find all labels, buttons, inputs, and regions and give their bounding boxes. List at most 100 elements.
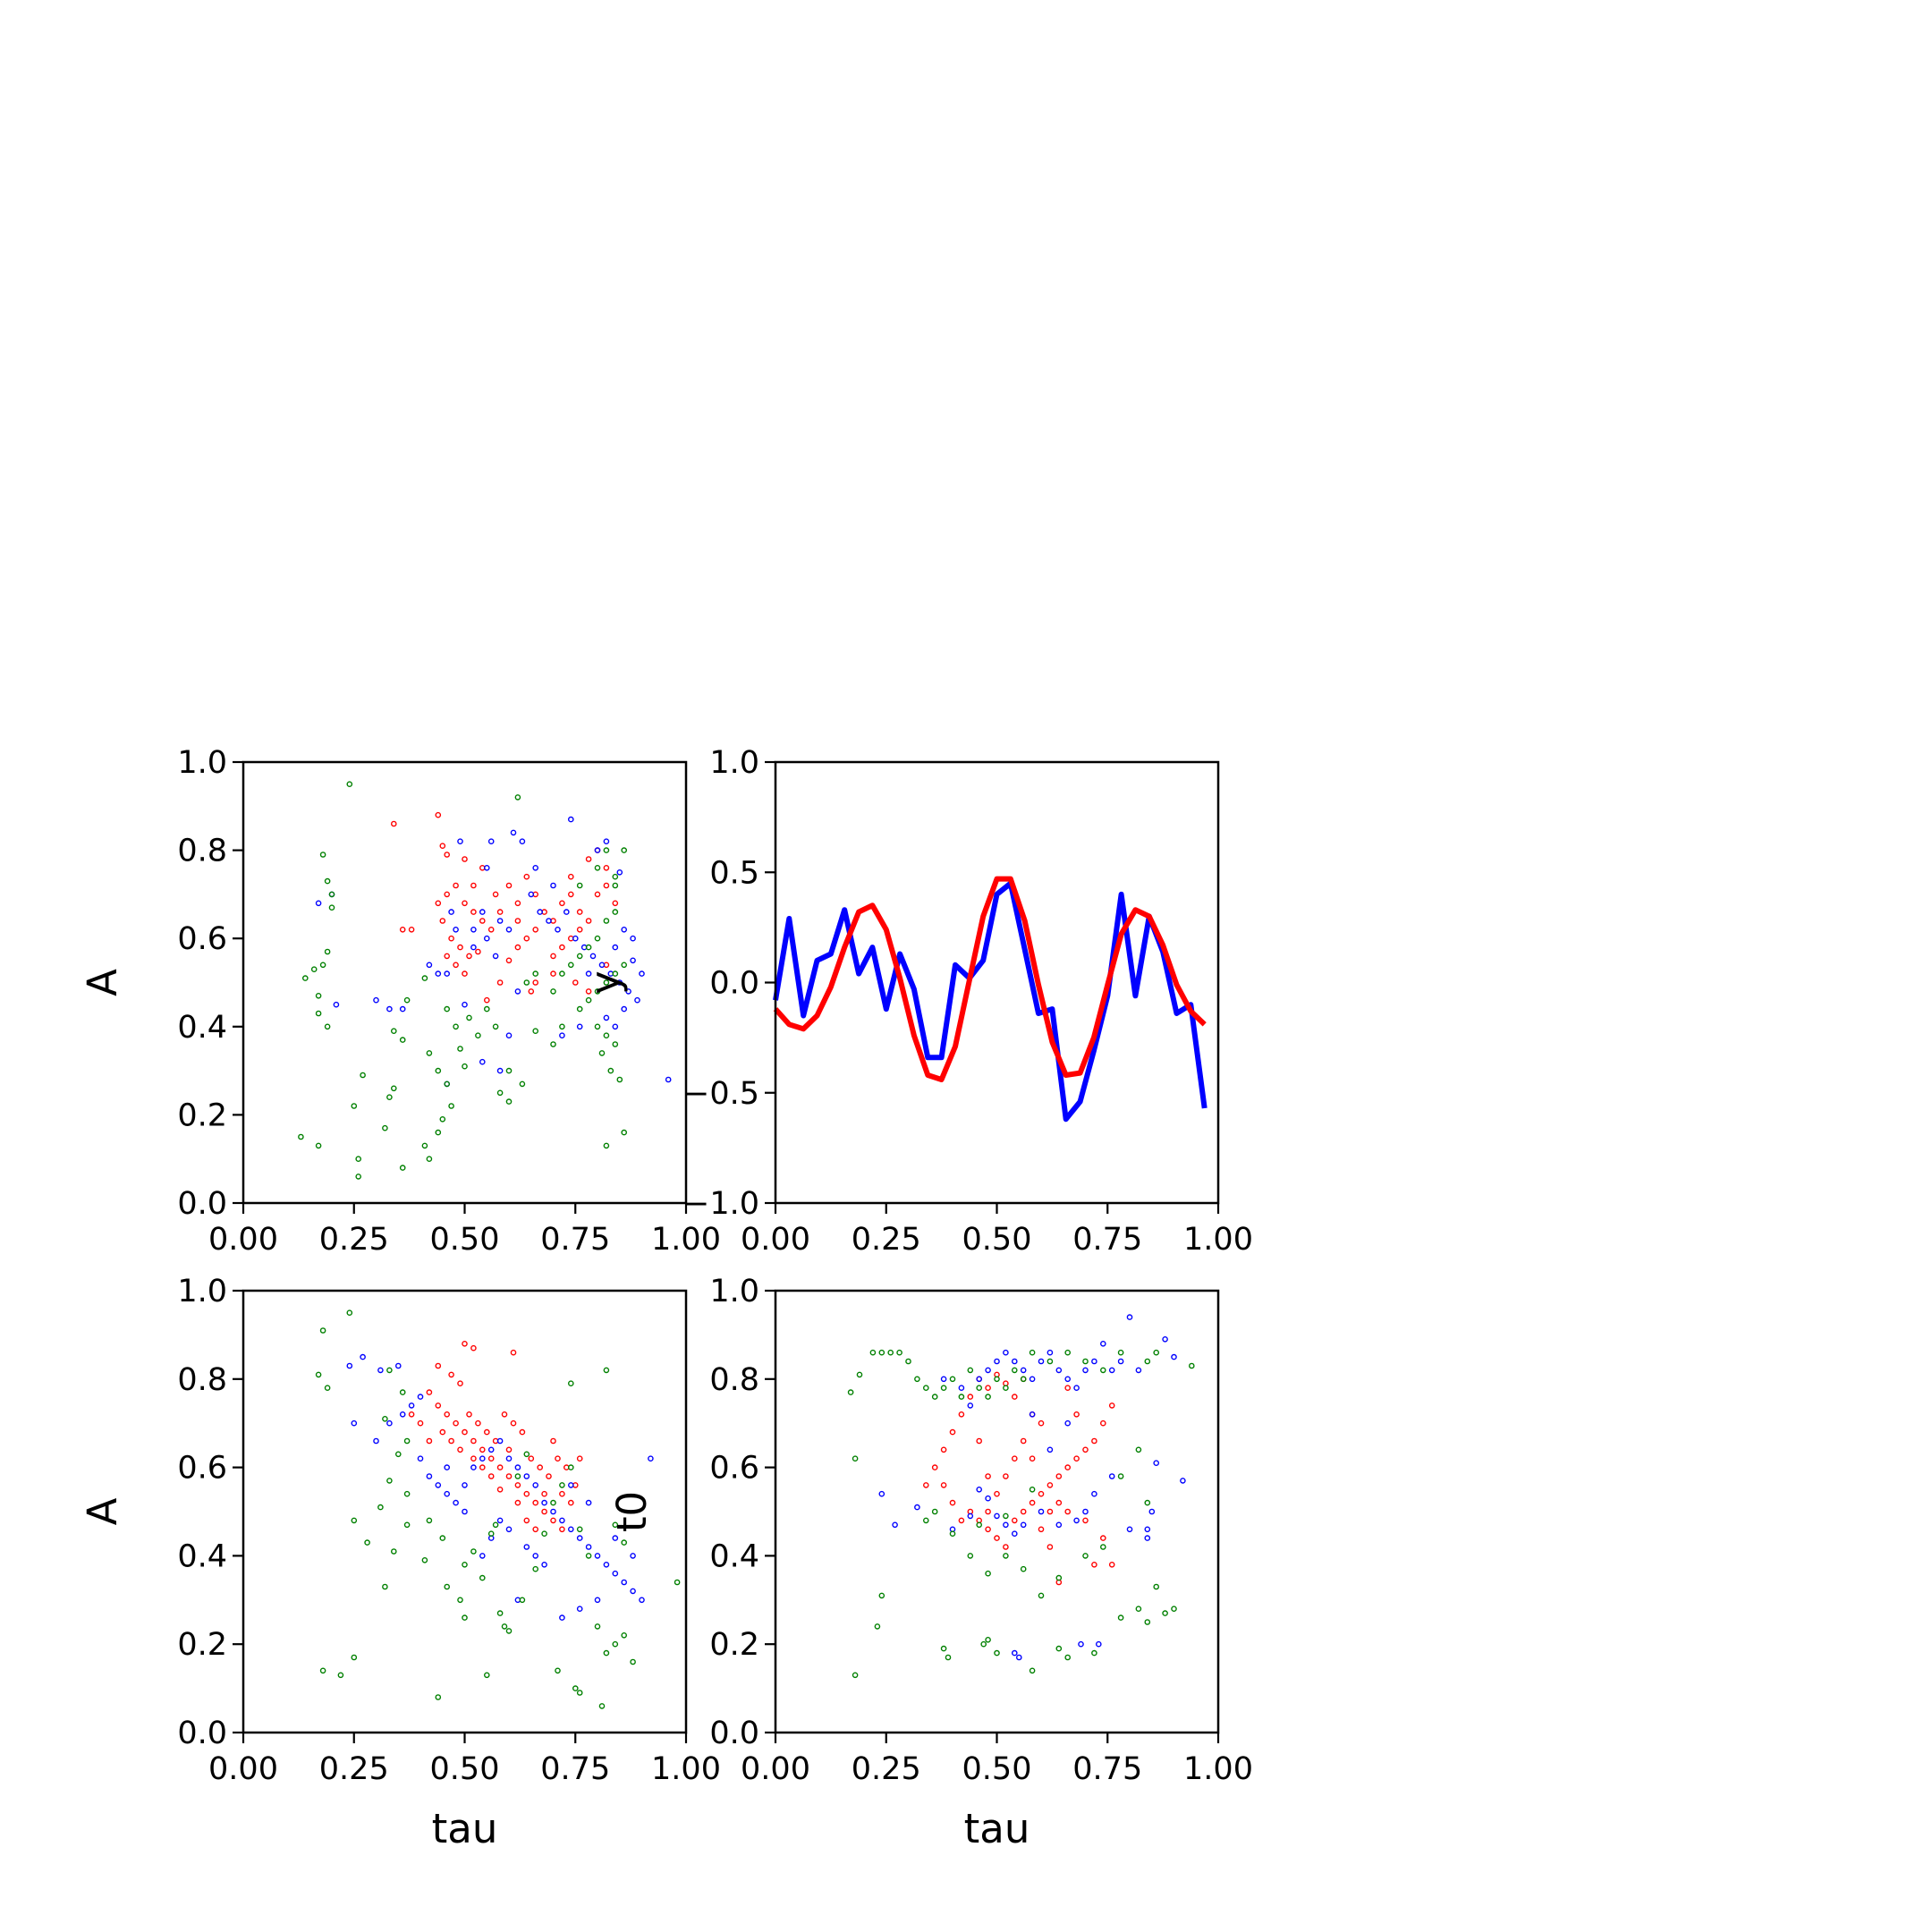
scatter-point	[479, 909, 486, 915]
scatter-point	[585, 856, 592, 862]
scatter-point	[621, 1005, 628, 1013]
scatter-point	[514, 900, 521, 907]
x-tick-label: 0.75	[540, 1751, 610, 1787]
scatter-point	[878, 1592, 886, 1599]
scatter-point	[1055, 1645, 1063, 1652]
scatter-point	[550, 1437, 556, 1445]
scatter-point	[1064, 1376, 1071, 1383]
scatter-point	[985, 1495, 991, 1502]
scatter-point	[1100, 1367, 1106, 1374]
scatter-point	[1016, 1654, 1022, 1661]
scatter-point	[470, 1548, 477, 1555]
scatter-point	[958, 1517, 965, 1524]
scatter-point	[1064, 1349, 1071, 1356]
scatter-point	[1029, 1376, 1036, 1383]
scatter-point	[585, 1544, 592, 1550]
scatter-point	[1096, 1640, 1102, 1648]
scatter-point	[408, 927, 415, 933]
scatter-point	[537, 909, 544, 915]
scatter-point	[417, 1394, 424, 1400]
scatter-point	[976, 1521, 982, 1529]
scatter-point	[878, 1349, 886, 1356]
series-line-0	[773, 880, 1208, 1123]
scatter-point	[462, 1341, 468, 1347]
scatter-point	[1148, 1508, 1156, 1515]
scatter-point	[568, 962, 574, 969]
scatter-point	[444, 1005, 451, 1013]
scatter-point	[496, 1067, 504, 1074]
scatter-point	[444, 1411, 451, 1418]
scatter-point	[1100, 1535, 1106, 1541]
scatter-point	[1038, 1358, 1045, 1365]
scatter-point	[1064, 1654, 1071, 1661]
scatter-point	[559, 1614, 565, 1621]
scatter-point	[905, 1358, 911, 1365]
x-tick-label: 0.00	[741, 1751, 810, 1787]
scatter-point	[847, 1389, 854, 1395]
scatter-point	[496, 918, 504, 924]
subplot-bottom-left: 0.00 0.25 0.50 0.75 1.00 0.0 0.2 0.4 0.6 0.8 1.0 ta…	[79, 1274, 721, 1852]
scatter-point	[479, 1574, 486, 1581]
scatter-point	[1162, 1336, 1168, 1343]
scatter-point	[505, 1473, 513, 1479]
x-tick-label: 0.00	[741, 1222, 810, 1258]
x-tick-label: 0.75	[540, 1222, 610, 1258]
scatter-point	[568, 816, 574, 823]
scatter-point	[510, 1349, 517, 1356]
scatter-point	[386, 1005, 393, 1013]
scatter-point	[435, 1067, 442, 1074]
scatter-point	[505, 882, 513, 889]
scatter-point	[364, 1539, 370, 1546]
scatter-point	[621, 1579, 628, 1586]
scatter-point	[457, 1597, 463, 1604]
scatter-point	[559, 1517, 565, 1524]
scatter-point	[541, 1562, 547, 1568]
scatter-point	[435, 811, 442, 818]
y-tick-label: 1.0	[709, 745, 759, 781]
scatter-point	[448, 1371, 454, 1378]
scatter-point	[576, 1535, 583, 1541]
scatter-point	[568, 873, 574, 880]
scatter-point	[1144, 1358, 1151, 1365]
scatter-point	[621, 847, 628, 853]
scatter-point	[1126, 1314, 1133, 1320]
scatter-point	[1012, 1530, 1018, 1537]
scatter-point	[519, 838, 526, 845]
scatter-point	[1091, 1649, 1097, 1657]
scatter-point	[1082, 1367, 1089, 1374]
y-tick-label: 0.8	[177, 1362, 227, 1398]
scatter-point	[462, 1614, 468, 1621]
scatter-point	[572, 1685, 579, 1691]
scatter-point	[519, 1597, 526, 1604]
scatter-point	[1108, 1473, 1115, 1479]
y-tick-label: 0.8	[177, 834, 227, 869]
x-tick-label: 0.00	[208, 1222, 278, 1258]
scatter-point	[568, 1499, 574, 1506]
scatter-point	[355, 1174, 362, 1180]
scatter-point	[514, 1464, 521, 1470]
scatter-point	[1078, 1640, 1084, 1648]
scatter-point	[555, 1667, 561, 1674]
scatter-point	[603, 1562, 610, 1568]
scatter-point	[390, 1548, 397, 1555]
scatter-point	[612, 1041, 619, 1047]
scatter-point	[532, 1028, 539, 1034]
scatter-point	[319, 962, 326, 969]
scatter-point	[505, 1032, 513, 1038]
scatter-point	[550, 882, 556, 889]
scatter-point	[426, 1156, 433, 1162]
scatter-point	[439, 1535, 446, 1541]
scatter-point	[541, 1490, 547, 1497]
scatter-point	[612, 944, 619, 951]
scatter-point	[949, 1428, 956, 1436]
scatter-point	[603, 918, 610, 924]
scatter-point	[603, 1014, 610, 1021]
scatter-point	[630, 935, 636, 942]
scatter-point	[399, 1037, 406, 1043]
scatter-point	[1038, 1419, 1045, 1427]
scatter-point	[462, 900, 468, 907]
scatter-point	[564, 909, 570, 915]
scatter-point	[505, 1628, 513, 1634]
scatter-point	[1055, 1367, 1063, 1374]
scatter-point	[487, 838, 495, 845]
